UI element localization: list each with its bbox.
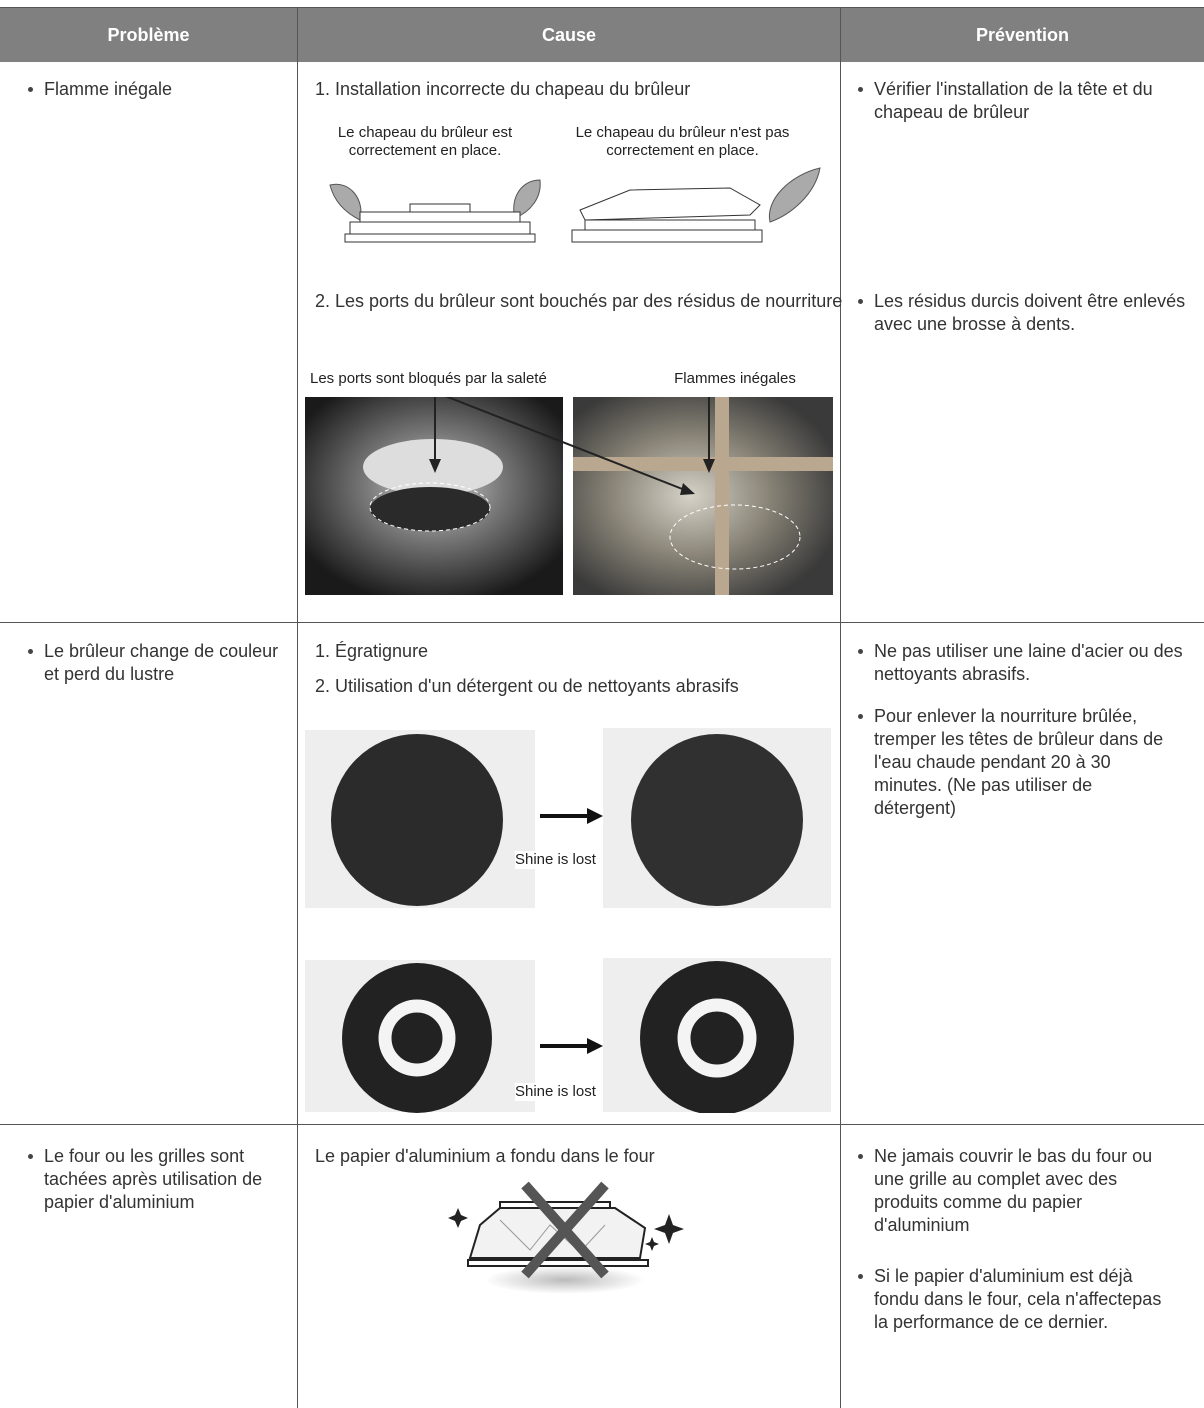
- rule: [0, 1124, 1204, 1125]
- foil-illustration: [448, 1181, 684, 1294]
- prevention: Ne jamais couvrir le bas du four ou une …: [852, 1145, 1174, 1237]
- rule: [840, 8, 841, 1408]
- image-caption: Shine is lost: [515, 1083, 596, 1101]
- photos: [305, 397, 833, 595]
- caption: Flammes inégales: [674, 370, 796, 387]
- cause: 2. Les ports du brûleur sont bouchés par…: [315, 291, 843, 311]
- prevention: Vérifier l'installation de la tête et du…: [852, 78, 1204, 124]
- rule: [297, 8, 298, 1408]
- cause: 1. Installation incorrecte du chapeau du…: [315, 79, 691, 99]
- cause: Le papier d'aluminium a fondu dans le fo…: [315, 1146, 655, 1166]
- cause: 2. Utilisation d'un détergent ou de nett…: [315, 676, 739, 696]
- burner-illustration: [329, 167, 821, 243]
- problem: Flamme inégale: [22, 78, 304, 101]
- rule: [0, 7, 1204, 8]
- prevention: Si le papier d'aluminium est déjà fondu …: [852, 1265, 1174, 1334]
- prevention: Les résidus durcis doivent être enlevés …: [852, 290, 1204, 336]
- image-caption: Shine is lost: [515, 851, 596, 869]
- prevention: Ne pas utiliser une laine d'acier ou des…: [852, 640, 1204, 686]
- rule: [0, 622, 1204, 623]
- caption: Le chapeau du brûleur n'est pas correcte…: [575, 124, 790, 159]
- header-cell: Cause: [298, 8, 840, 62]
- problem: Le four ou les grilles sont tachées aprè…: [22, 1145, 294, 1214]
- cap-photos: [305, 728, 831, 1113]
- caption: Les ports sont bloqués par la saleté: [310, 370, 547, 387]
- caption: Le chapeau du brûleur est correctement e…: [337, 124, 513, 159]
- header-cell: Problème: [0, 8, 297, 62]
- problem: Le brûleur change de couleur et perd du …: [22, 640, 284, 686]
- cause: 1. Égratignure: [315, 641, 429, 661]
- prevention: Pour enlever la nourriture brûlée, tremp…: [852, 705, 1174, 820]
- header-cell: Prévention: [841, 8, 1204, 62]
